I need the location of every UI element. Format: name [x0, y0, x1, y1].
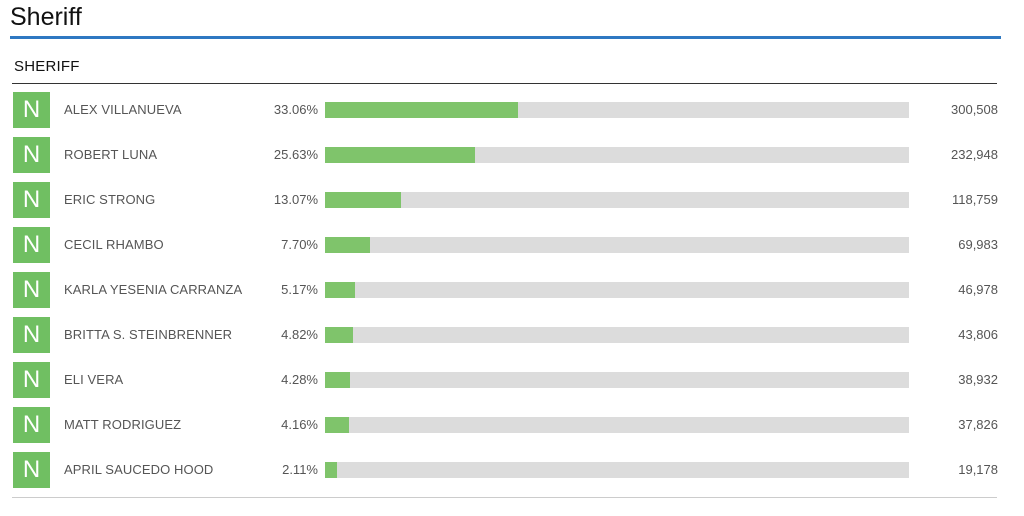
- candidate-row: N MATT RODRIGUEZ 4.16% 37,826: [12, 405, 998, 450]
- party-badge: N: [13, 137, 50, 173]
- vote-share-fill: [325, 417, 350, 433]
- vote-share-fill: [325, 192, 402, 208]
- candidate-percent: 4.82%: [281, 327, 318, 342]
- candidate-percent: 25.63%: [273, 147, 318, 162]
- candidate-votes: 69,983: [958, 237, 998, 252]
- candidate-votes: 46,978: [958, 282, 998, 297]
- candidate-percent: 7.70%: [281, 237, 318, 252]
- candidate-row: N ERIC STRONG 13.07% 118,759: [12, 180, 998, 225]
- candidate-percent: 2.11%: [282, 462, 318, 477]
- candidate-percent: 4.16%: [281, 417, 318, 432]
- candidate-votes: 19,178: [958, 462, 998, 477]
- candidate-votes: 43,806: [958, 327, 998, 342]
- candidate-name: BRITTA S. STEINBRENNER: [64, 327, 233, 342]
- vote-share-fill: [325, 237, 370, 253]
- candidate-row: N KARLA YESENIA CARRANZA 5.17% 46,978: [12, 270, 998, 315]
- candidate-row: N APRIL SAUCEDO HOOD 2.11% 19,178: [12, 450, 998, 495]
- party-badge: N: [13, 317, 50, 353]
- candidate-name: ERIC STRONG: [64, 192, 156, 207]
- candidate-row: N ALEX VILLANUEVA 33.06% 300,508: [12, 90, 998, 135]
- candidate-name: MATT RODRIGUEZ: [64, 417, 182, 432]
- vote-share-bar: [325, 147, 909, 163]
- candidate-votes: 38,932: [958, 372, 998, 387]
- list-bottom-divider: [12, 497, 997, 498]
- vote-share-fill: [325, 462, 338, 478]
- vote-share-bar: [325, 282, 909, 298]
- title-divider: [10, 36, 1001, 39]
- party-badge: N: [13, 407, 50, 443]
- candidate-name: CECIL RHAMBO: [64, 237, 164, 252]
- page-title: Sheriff: [10, 3, 82, 31]
- vote-share-fill: [325, 327, 354, 343]
- candidate-name: ROBERT LUNA: [64, 147, 158, 162]
- vote-share-bar: [325, 417, 909, 433]
- candidate-percent: 13.07%: [273, 192, 318, 207]
- candidate-name: ALEX VILLANUEVA: [64, 102, 182, 117]
- vote-share-fill: [325, 147, 475, 163]
- contest-title: SHERIFF: [14, 58, 80, 75]
- candidate-row: N CECIL RHAMBO 7.70% 69,983: [12, 225, 998, 270]
- candidate-percent: 33.06%: [273, 102, 318, 117]
- candidate-name: APRIL SAUCEDO HOOD: [64, 462, 214, 477]
- vote-share-bar: [325, 462, 909, 478]
- vote-share-fill: [325, 102, 519, 118]
- candidate-votes: 118,759: [951, 192, 998, 207]
- candidate-row: N ROBERT LUNA 25.63% 232,948: [12, 135, 998, 180]
- vote-share-bar: [325, 372, 909, 388]
- party-badge: N: [13, 227, 50, 263]
- candidate-percent: 4.28%: [281, 372, 318, 387]
- vote-share-fill: [325, 372, 350, 388]
- candidate-percent: 5.17%: [281, 282, 318, 297]
- party-badge: N: [13, 452, 50, 488]
- candidate-votes: 232,948: [951, 147, 998, 162]
- contest-divider: [12, 83, 997, 84]
- candidate-votes: 300,508: [951, 102, 998, 117]
- party-badge: N: [13, 272, 50, 308]
- vote-share-bar: [325, 102, 909, 118]
- candidate-name: ELI VERA: [64, 372, 124, 387]
- candidate-name: KARLA YESENIA CARRANZA: [64, 282, 243, 297]
- vote-share-bar: [325, 327, 909, 343]
- candidate-row: N ELI VERA 4.28% 38,932: [12, 360, 998, 405]
- vote-share-fill: [325, 282, 356, 298]
- party-badge: N: [13, 182, 50, 218]
- vote-share-bar: [325, 192, 909, 208]
- party-badge: N: [13, 362, 50, 398]
- candidate-row: N BRITTA S. STEINBRENNER 4.82% 43,806: [12, 315, 998, 360]
- candidate-list: N ALEX VILLANUEVA 33.06% 300,508 N ROBER…: [12, 90, 998, 495]
- vote-share-bar: [325, 237, 909, 253]
- party-badge: N: [13, 92, 50, 128]
- candidate-votes: 37,826: [958, 417, 998, 432]
